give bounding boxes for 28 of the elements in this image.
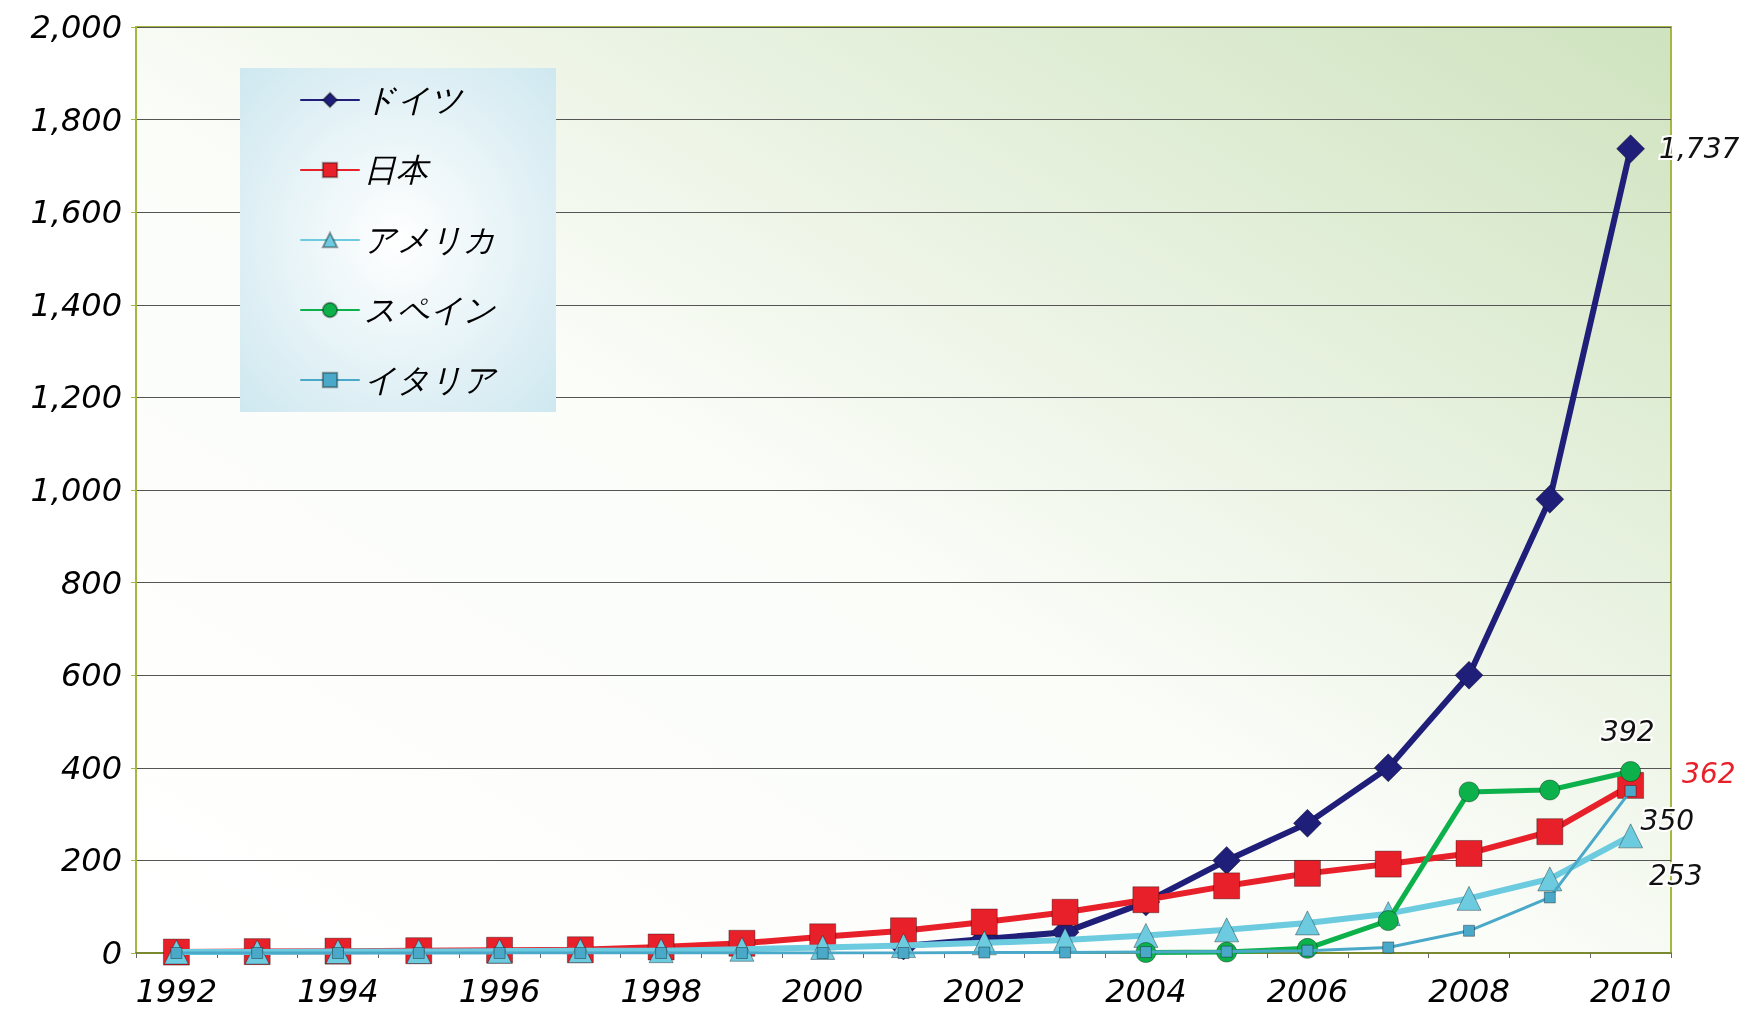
y-tick-label: 400	[60, 748, 122, 787]
x-tick-label: 2006	[1266, 972, 1349, 1010]
y-tick-label: 1,200	[30, 378, 122, 417]
legend-label: ドイツ	[364, 81, 464, 119]
x-tick-label: 1994	[297, 972, 379, 1010]
legend-label: イタリア	[364, 361, 498, 399]
y-tick-label: 1,600	[30, 193, 122, 232]
x-tick-label: 1992	[135, 972, 218, 1010]
x-tick-label: 2004	[1105, 972, 1187, 1010]
legend-label: 日本	[364, 151, 431, 189]
x-tick-label: 1996	[458, 972, 541, 1010]
y-tick-label: 1,000	[30, 471, 122, 509]
y-tick-label: 0	[101, 934, 122, 972]
data-label: 392	[1601, 715, 1655, 748]
legend-label: スペイン	[364, 291, 496, 329]
legend-label: アメリカ	[364, 221, 496, 259]
y-tick-label: 1,800	[30, 100, 122, 139]
y-tick-label: 1,400	[30, 285, 122, 324]
x-tick-label: 2000	[781, 972, 864, 1010]
x-tick-label: 2010	[1589, 972, 1672, 1010]
y-tick-label: 2,000	[30, 8, 122, 46]
x-tick-label: 1998	[620, 972, 702, 1010]
y-tick-label: 600	[60, 656, 122, 695]
x-tick-label: 2002	[943, 972, 1026, 1010]
y-tick-label: 800	[60, 563, 122, 602]
data-label: 362	[1682, 756, 1736, 790]
x-tick-label: 2008	[1428, 972, 1510, 1010]
y-tick-label: 200	[60, 841, 122, 880]
